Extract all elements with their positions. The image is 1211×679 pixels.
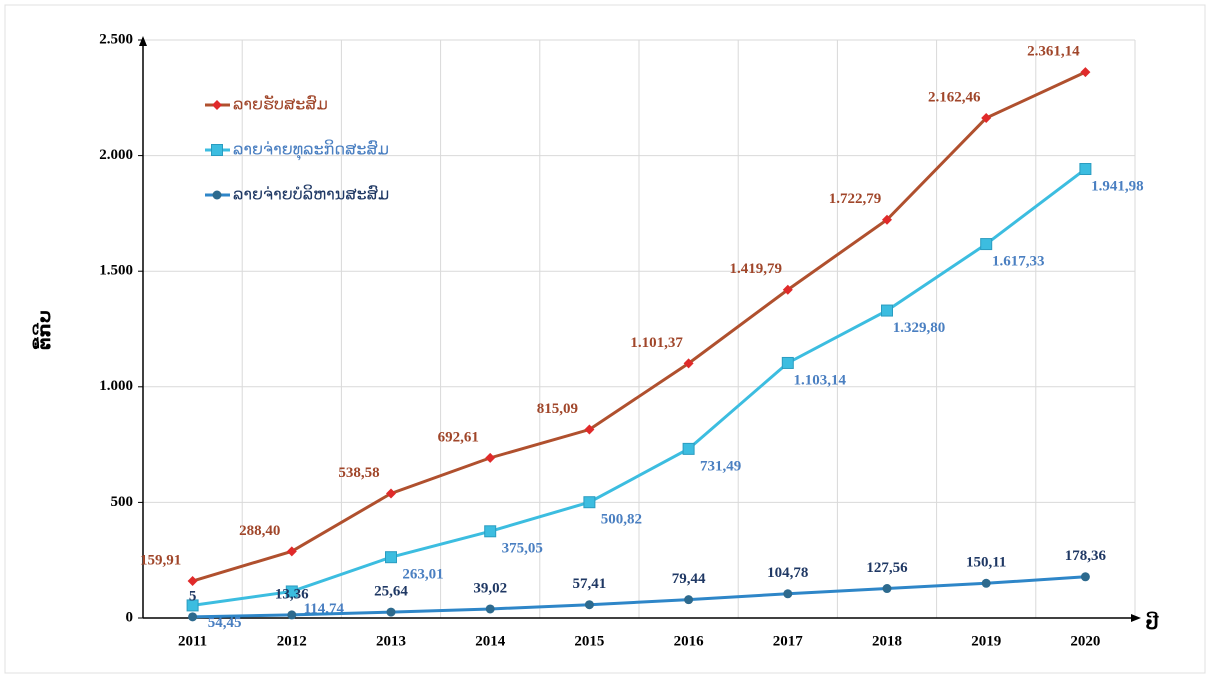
data-label: 1.103,14 [794,372,847,388]
marker [683,358,694,369]
data-label: 178,36 [1065,548,1107,564]
data-label: 1.722,79 [829,191,882,207]
series-line [192,575,1086,619]
legend-marker [212,100,222,110]
legend-label: ລາຍຈ່າຍບໍລິຫານສະສົມ [233,184,389,203]
marker [286,546,297,557]
data-label: 25,64 [374,584,408,600]
data-label: 104,78 [767,565,808,581]
marker [188,612,198,622]
y-tick-label: 0 [126,609,134,625]
data-label: 375,05 [502,541,543,557]
data-label: 1.617,33 [992,254,1045,270]
marker [584,600,594,610]
data-label: 150,11 [966,555,1006,571]
data-label: 2.361,14 [1027,44,1080,60]
data-label: 1.329,80 [893,320,946,336]
data-label: 54,45 [208,615,242,631]
data-label: 1.101,37 [630,335,683,351]
x-tick-label: 2019 [971,633,1001,649]
y-axis-label: ຕື້ກີບ [33,310,55,350]
data-label: 2.162,46 [928,89,981,105]
y-tick-label: 2.500 [99,31,133,47]
data-label: 692,61 [438,429,479,445]
marker [583,496,596,509]
data-label: 39,02 [473,580,507,596]
marker [981,113,992,124]
data-label: 1.419,79 [730,261,783,277]
x-tick-label: 2018 [872,633,902,649]
marker [287,610,297,620]
data-label: 127,56 [866,560,908,576]
data-label: 500,82 [601,512,642,528]
marker [485,452,496,463]
x-tick-label: 2017 [773,633,804,649]
data-label: 538,58 [338,465,379,481]
x-tick-label: 2015 [574,633,604,649]
marker [187,576,198,587]
marker [981,578,991,588]
marker [584,424,595,435]
marker [882,214,892,225]
marker [1080,572,1090,582]
marker [782,284,793,295]
marker [485,604,495,614]
x-tick-label: 2011 [178,633,207,649]
data-label: 5 [189,588,197,604]
data-label: 79,44 [672,571,706,587]
marker [386,488,396,499]
y-axis-arrow [139,36,147,46]
marker [186,599,199,612]
marker [386,607,396,617]
marker [385,551,397,564]
marker [684,595,694,605]
marker [484,525,497,538]
x-tick-label: 2012 [277,633,307,649]
marker [1080,67,1091,78]
data-label: 288,40 [239,523,280,539]
data-label: 57,41 [573,576,607,592]
data-label: 263,01 [402,567,443,583]
marker [980,238,993,251]
data-label: 731,49 [700,458,741,474]
marker [881,304,893,317]
legend-marker [212,190,222,200]
data-label: 159,91 [140,552,181,568]
x-tick-label: 2016 [674,633,705,649]
x-tick-label: 2020 [1070,633,1100,649]
y-tick-label: 2.000 [99,147,133,163]
series-line [192,167,1087,607]
x-tick-label: 2014 [475,633,506,649]
marker [1079,163,1092,176]
data-label: 1.941,98 [1091,178,1144,194]
marker [783,589,793,599]
y-tick-label: 1.500 [99,263,133,279]
data-label: 13,36 [275,586,309,602]
marker [682,442,695,455]
marker [882,584,892,594]
legend-marker [211,144,223,156]
legend-label: ລາຍຮັບສະສົມ [233,94,328,113]
legend-label: ລາຍຈ່າຍທຸລະກິດສະສົມ [233,139,389,160]
series-line [192,70,1087,583]
x-axis-label: ປີ [1145,612,1159,634]
frame [4,4,1206,674]
marker [781,356,794,369]
y-tick-label: 1.000 [99,378,133,394]
x-axis-arrow [1131,614,1141,622]
y-tick-label: 500 [111,494,134,510]
marker [285,585,298,598]
x-tick-label: 2013 [376,633,406,649]
data-label: 815,09 [537,401,578,417]
